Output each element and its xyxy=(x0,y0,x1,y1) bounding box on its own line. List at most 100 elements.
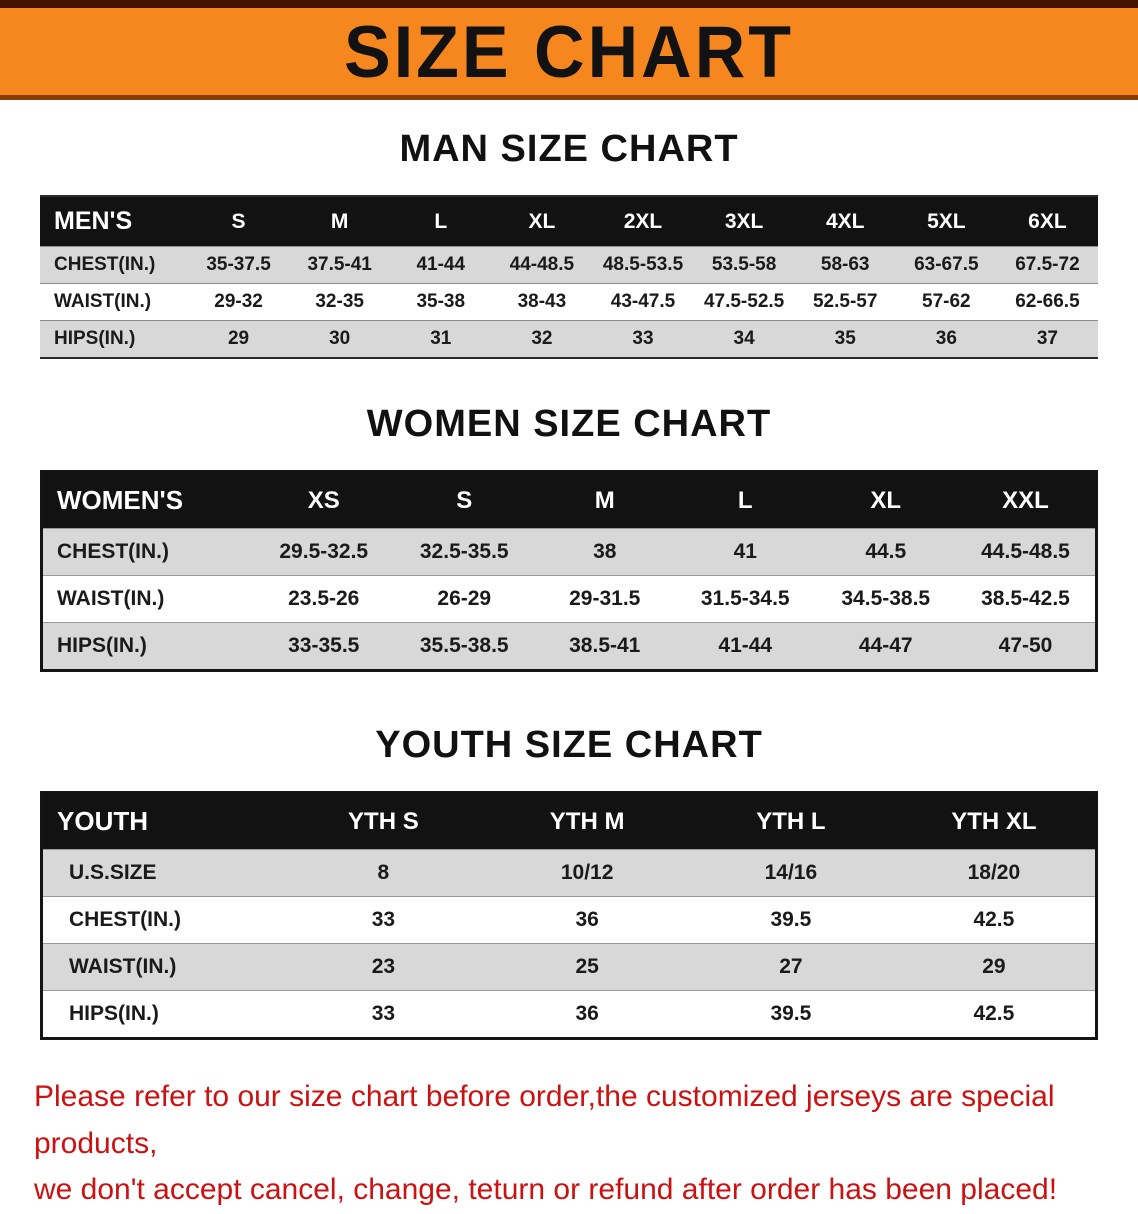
table-header-row: MEN'S S M L XL 2XL 3XL 4XL 5XL 6XL xyxy=(40,196,1098,247)
men-section-heading: MAN SIZE CHART xyxy=(399,128,739,170)
table-cell: 36 xyxy=(895,320,997,358)
table-row: CHEST(IN.) 33 36 39.5 42.5 xyxy=(41,896,1097,944)
table-cell: 26-29 xyxy=(394,575,535,623)
table-row: HIPS(IN.) 33 36 39.5 42.5 xyxy=(41,990,1097,1039)
table-cell: 38-43 xyxy=(491,283,593,321)
youth-size-table: YOUTH YTH S YTH M YTH L YTH XL U.S.SIZE 8 10/12… xyxy=(40,791,1098,1040)
column-header: 6XL xyxy=(996,196,1098,247)
youth-size-section: YOUTH SIZE CHART YOUTH YTH S YTH M YTH L YTH… xyxy=(0,724,1138,1040)
table-row: WAIST(IN.) 29-32 32-35 35-38 38-43 43-47.5 47.… xyxy=(40,283,1098,321)
row-label: CHEST(IN.) xyxy=(40,246,188,284)
table-row: U.S.SIZE 8 10/12 14/16 18/20 xyxy=(41,849,1097,897)
column-header: XL xyxy=(815,471,956,529)
table-cell: 35-37.5 xyxy=(188,246,290,284)
table-cell: 32.5-35.5 xyxy=(394,528,535,576)
table-cell: 23.5-26 xyxy=(253,575,394,623)
disclaimer-text: Please refer to our size chart before or… xyxy=(34,1074,1104,1214)
table-cell: 27 xyxy=(689,943,893,991)
table-cell: 39.5 xyxy=(689,896,893,944)
table-cell: 29 xyxy=(188,320,290,358)
table-row: WAIST(IN.) 23 25 27 29 xyxy=(41,943,1097,991)
table-cell: 57-62 xyxy=(895,283,997,321)
table-cell: 42.5 xyxy=(892,896,1097,944)
table-cell: 36 xyxy=(485,990,689,1039)
table-cell: 32-35 xyxy=(289,283,391,321)
table-cell: 37.5-41 xyxy=(289,246,391,284)
table-cell: 44-47 xyxy=(815,622,956,671)
men-size-section: MAN SIZE CHART MEN'S S M L XL 2XL 3XL 4XL 5XL 6XL… xyxy=(0,128,1138,359)
column-header: 2XL xyxy=(592,196,694,247)
table-cell: 41-44 xyxy=(675,622,816,671)
column-header: XL xyxy=(491,196,593,247)
column-header: YTH M xyxy=(485,792,689,850)
table-cell: 29-32 xyxy=(188,283,290,321)
table-row: CHEST(IN.) 35-37.5 37.5-41 41-44 44-48.5 48.5… xyxy=(40,246,1098,284)
table-cell: 38.5-41 xyxy=(534,622,675,671)
table-cell: 41-44 xyxy=(390,246,492,284)
table-cell: 33-35.5 xyxy=(253,622,394,671)
table-cell: 38 xyxy=(534,528,675,576)
column-header: YTH L xyxy=(689,792,893,850)
table-cell: 63-67.5 xyxy=(895,246,997,284)
column-header: XS xyxy=(253,471,394,529)
table-cell: 35 xyxy=(794,320,896,358)
table-header-row: YOUTH YTH S YTH M YTH L YTH XL xyxy=(41,792,1097,850)
table-cell: 37 xyxy=(996,320,1098,358)
table-cell: 18/20 xyxy=(892,849,1097,897)
row-label: WAIST(IN.) xyxy=(40,283,188,321)
table-cell: 33 xyxy=(281,990,486,1039)
table-corner-label: WOMEN'S xyxy=(41,471,254,529)
table-cell: 29.5-32.5 xyxy=(253,528,394,576)
column-header: YTH XL xyxy=(892,792,1097,850)
column-header: S xyxy=(188,196,290,247)
table-corner-label: YOUTH xyxy=(41,792,282,850)
women-size-section: WOMEN SIZE CHART WOMEN'S XS S M L XL XXL CHEST(… xyxy=(0,403,1138,672)
table-cell: 44.5 xyxy=(815,528,956,576)
column-header: 5XL xyxy=(895,196,997,247)
table-cell: 34 xyxy=(693,320,795,358)
table-cell: 42.5 xyxy=(892,990,1097,1039)
column-header: 3XL xyxy=(693,196,795,247)
table-cell: 39.5 xyxy=(689,990,893,1039)
youth-section-heading: YOUTH SIZE CHART xyxy=(375,724,763,766)
column-header: L xyxy=(390,196,492,247)
column-header: L xyxy=(675,471,816,529)
column-header: M xyxy=(289,196,391,247)
row-label: U.S.SIZE xyxy=(41,849,282,897)
table-cell: 48.5-53.5 xyxy=(592,246,694,284)
row-label: WAIST(IN.) xyxy=(41,943,282,991)
women-size-table: WOMEN'S XS S M L XL XXL CHEST(IN.) 29.5-32.5 32.5… xyxy=(40,470,1098,672)
table-cell: 41 xyxy=(675,528,816,576)
table-cell: 44.5-48.5 xyxy=(956,528,1097,576)
table-cell: 25 xyxy=(485,943,689,991)
table-cell: 14/16 xyxy=(689,849,893,897)
table-cell: 10/12 xyxy=(485,849,689,897)
table-cell: 34.5-38.5 xyxy=(815,575,956,623)
table-cell: 62-66.5 xyxy=(996,283,1098,321)
page-title: SIZE CHART xyxy=(344,10,794,93)
column-header: S xyxy=(394,471,535,529)
table-cell: 8 xyxy=(281,849,486,897)
row-label: HIPS(IN.) xyxy=(41,990,282,1039)
banner: SIZE CHART xyxy=(0,0,1138,100)
table-row: WAIST(IN.) 23.5-26 26-29 29-31.5 31.5-34.5 34… xyxy=(41,575,1097,623)
table-cell: 29 xyxy=(892,943,1097,991)
row-label: HIPS(IN.) xyxy=(41,622,254,671)
table-cell: 52.5-57 xyxy=(794,283,896,321)
disclaimer-line-2: we don't accept cancel, change, teturn o… xyxy=(34,1173,1058,1206)
table-cell: 35.5-38.5 xyxy=(394,622,535,671)
table-cell: 58-63 xyxy=(794,246,896,284)
row-label: WAIST(IN.) xyxy=(41,575,254,623)
table-cell: 38.5-42.5 xyxy=(956,575,1097,623)
column-header: XXL xyxy=(956,471,1097,529)
table-cell: 32 xyxy=(491,320,593,358)
women-section-heading: WOMEN SIZE CHART xyxy=(366,403,772,445)
table-row: CHEST(IN.) 29.5-32.5 32.5-35.5 38 41 44.5 44.5… xyxy=(41,528,1097,576)
column-header: M xyxy=(534,471,675,529)
disclaimer-line-1: Please refer to our size chart before or… xyxy=(34,1080,1055,1160)
table-cell: 36 xyxy=(485,896,689,944)
table-cell: 23 xyxy=(281,943,486,991)
row-label: CHEST(IN.) xyxy=(41,896,282,944)
table-cell: 31 xyxy=(390,320,492,358)
table-cell: 30 xyxy=(289,320,391,358)
